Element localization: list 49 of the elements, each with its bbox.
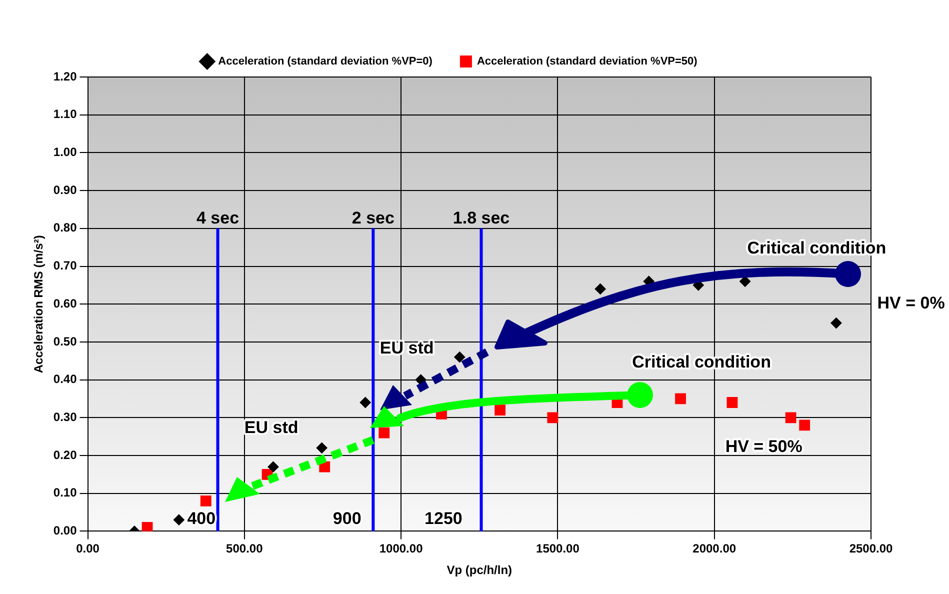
point	[316, 442, 328, 454]
point	[378, 427, 390, 438]
y-tick-label: 0.70	[53, 258, 78, 273]
annotation: 1250	[424, 509, 462, 528]
point	[200, 495, 212, 506]
ref-line-label: 2 sec	[352, 208, 394, 228]
point	[454, 352, 466, 363]
x-tick-label: 0.00	[76, 542, 100, 556]
x-tick-label: 500.00	[226, 542, 264, 556]
y-tick-label: 0.30	[53, 410, 78, 424]
legend-label: Acceleration (standard deviation %VP=50)	[476, 56, 698, 68]
annotation: EU std	[244, 418, 298, 438]
point	[142, 522, 153, 532]
point	[594, 283, 606, 294]
point	[799, 420, 810, 431]
y-tick-label: 0.40	[53, 372, 78, 386]
annotation: 400	[187, 509, 216, 528]
y-tick-label: 1.10	[53, 107, 78, 122]
annotation: HV = 50%	[725, 436, 802, 456]
annotation: 900	[332, 509, 362, 528]
y-tick-label: 0.90	[53, 182, 78, 197]
y-tick-label: 0.10	[53, 486, 78, 500]
y-tick-label: 0.60	[53, 296, 78, 310]
y-tick-label: 0.00	[53, 524, 78, 538]
y-tick-label: 0.20	[53, 448, 78, 462]
point	[830, 318, 842, 329]
y-tick-label: 1.20	[53, 69, 78, 84]
x-tick-label: 1500.00	[536, 542, 580, 556]
x-tick-label: 2000.00	[692, 542, 736, 556]
y-tick-label: 0.80	[53, 220, 78, 235]
point	[675, 393, 686, 404]
x-tick-label: 1000.00	[379, 542, 424, 556]
legend-label: Acceleration (standard deviation %VP=0)	[218, 56, 433, 68]
x-tick-label: 2500.00	[849, 542, 894, 556]
ref-line-label: 1.8 sec	[452, 208, 510, 228]
ref-line-label: 4 sec	[196, 208, 240, 228]
point	[360, 397, 371, 408]
point	[319, 461, 330, 472]
point	[547, 412, 558, 424]
point	[785, 412, 796, 424]
point	[494, 404, 506, 416]
point	[268, 461, 279, 472]
y-tick-label: 1.00	[53, 145, 78, 160]
point	[726, 397, 738, 408]
point	[173, 514, 184, 526]
y-tick-label: 0.50	[53, 334, 78, 348]
y-axis-title: Acceleration RMS (m/s²)	[32, 235, 46, 374]
x-axis-title: Vp (pc/h/ln)	[446, 563, 512, 578]
text: HV = 0%	[877, 293, 945, 312]
